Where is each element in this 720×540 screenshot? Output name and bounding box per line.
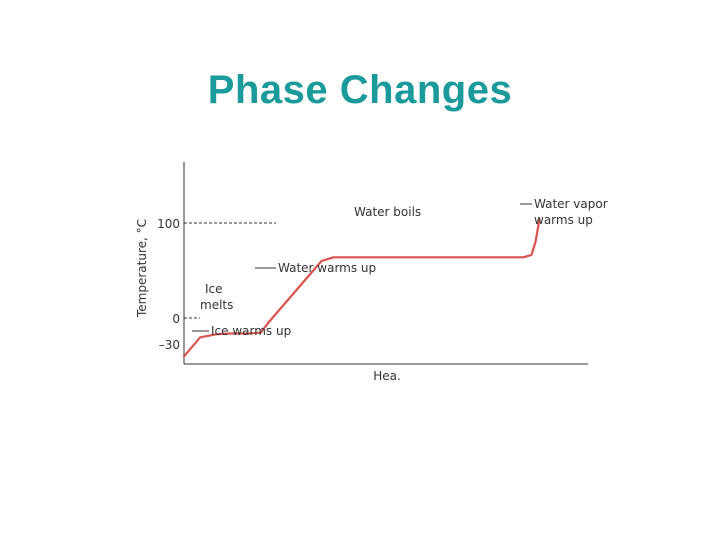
slide-title: Phase Changes	[207, 68, 513, 112]
y-tick-label-100: 100	[157, 217, 180, 231]
y-axis-label: Temperature, °C	[135, 219, 149, 318]
annotation-warms-up: warms up	[534, 213, 593, 227]
annotation-melts: melts	[200, 298, 233, 312]
annotation-ice: Ice	[205, 282, 223, 296]
annotation-ice-warms-up: Ice warms up	[211, 324, 291, 338]
heating-curve-line	[182, 218, 541, 358]
annotation-water-warms-up: Water warms up	[278, 261, 376, 275]
x-axis-label: Hea.	[373, 369, 401, 383]
annotation-water-boils: Water boils	[354, 205, 421, 219]
y-tick-label-minus30: –30	[159, 338, 180, 352]
y-tick-label-0: 0	[172, 312, 180, 326]
annotation-water-vapor: Water vapor	[534, 197, 608, 211]
